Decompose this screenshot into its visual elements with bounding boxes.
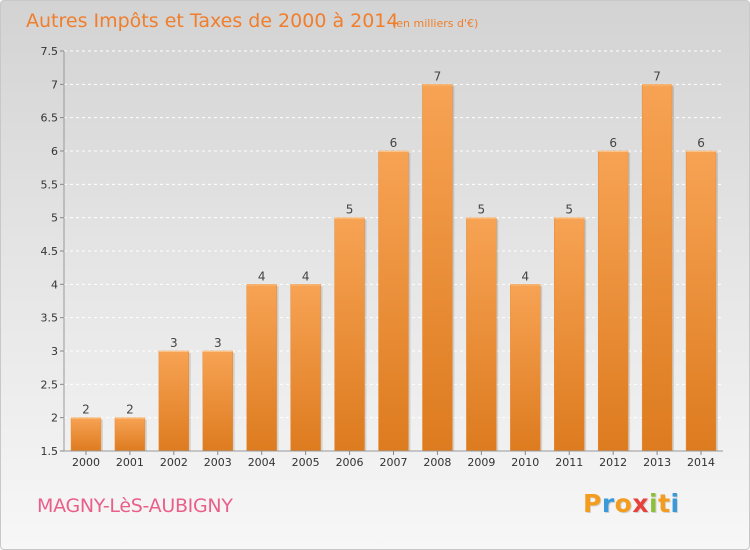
bar-2003 — [202, 350, 233, 452]
x-tick-label: 2005 — [292, 456, 320, 469]
bar-2006 — [334, 217, 365, 452]
y-tick-label: 7.5 — [41, 45, 59, 58]
x-tick-label: 2007 — [380, 456, 408, 469]
data-label: 3 — [214, 336, 222, 350]
bar-2009 — [466, 217, 497, 452]
x-tick-label: 2008 — [423, 456, 451, 469]
logo-letter: P — [583, 489, 602, 518]
bar-2010 — [510, 284, 541, 452]
logo-letter: i — [670, 489, 680, 518]
x-tick-label: 2006 — [336, 456, 364, 469]
logo-letter: t — [658, 489, 671, 518]
y-tick-label: 6.5 — [41, 112, 59, 125]
bar-2005 — [290, 284, 321, 452]
bar-2008 — [422, 84, 453, 452]
data-label: 5 — [346, 203, 354, 217]
chart-title: Autres Impôts et Taxes de 2000 à 2014 — [26, 10, 399, 32]
data-label: 6 — [390, 136, 398, 150]
y-tick-label: 1.5 — [41, 445, 59, 458]
bar-layer: 2 2 3 3 4 4 5 6 7 5 4 5 6 7 6 — [70, 69, 718, 452]
data-label: 5 — [478, 203, 486, 217]
bar-2011 — [554, 217, 585, 452]
y-tick-label: 5.5 — [41, 178, 59, 191]
data-label: 6 — [609, 136, 617, 150]
bar-2007 — [378, 150, 409, 452]
data-label: 4 — [302, 269, 310, 283]
bar-2014 — [685, 150, 717, 452]
y-tick-label: 5 — [51, 212, 58, 225]
x-tick-label: 2009 — [467, 456, 495, 469]
y-tick-label: 4 — [51, 278, 58, 291]
bar-2001 — [114, 417, 146, 452]
y-tick-label: 3 — [51, 345, 58, 358]
commune-name: MAGNY-LèS-AUBIGNY — [37, 495, 233, 517]
data-label: 5 — [565, 203, 573, 217]
data-label: 2 — [126, 403, 134, 417]
x-tick-label: 2001 — [116, 456, 144, 469]
x-tick-label: 2012 — [599, 456, 627, 469]
x-tick-label: 2004 — [248, 456, 276, 469]
logo-letter: r — [601, 489, 615, 518]
proxiti-logo: Proxiti — [583, 489, 680, 518]
chart-subtitle: (en milliers d'€) — [392, 17, 478, 30]
data-label: 6 — [697, 136, 705, 150]
logo-letter: o — [614, 489, 633, 518]
data-label: 7 — [434, 69, 442, 83]
bar-2000 — [70, 417, 102, 452]
y-tick-label: 4.5 — [41, 245, 59, 258]
x-tick-label: 2003 — [204, 456, 232, 469]
x-tick-label: 2011 — [555, 456, 583, 469]
y-tick-label: 6 — [51, 145, 58, 158]
bar-2013 — [641, 84, 673, 452]
bar-2002 — [158, 350, 190, 452]
x-tick-label: 2002 — [160, 456, 188, 469]
y-tick-label: 2.5 — [41, 378, 59, 391]
data-label: 7 — [653, 69, 661, 83]
axis-layer: 1.5 2 2.5 3 3.5 4 4.5 5 5.5 6 6.5 7 7.5 2000 2001 2002 2… — [41, 45, 723, 469]
y-tick-label: 3.5 — [41, 312, 59, 325]
x-tick-label: 2000 — [72, 456, 100, 469]
bar-2004 — [246, 284, 277, 452]
x-tick-label: 2013 — [643, 456, 671, 469]
bar-2012 — [597, 150, 629, 452]
logo-letter: x — [632, 489, 649, 518]
data-label: 4 — [521, 269, 529, 283]
x-tick-label: 2010 — [511, 456, 539, 469]
logo-letter: i — [649, 489, 659, 518]
y-tick-label: 7 — [51, 78, 58, 91]
data-label: 2 — [82, 403, 90, 417]
data-label: 4 — [258, 269, 266, 283]
x-tick-label: 2014 — [687, 456, 715, 469]
data-label: 3 — [170, 336, 178, 350]
y-tick-label: 2 — [51, 412, 58, 425]
